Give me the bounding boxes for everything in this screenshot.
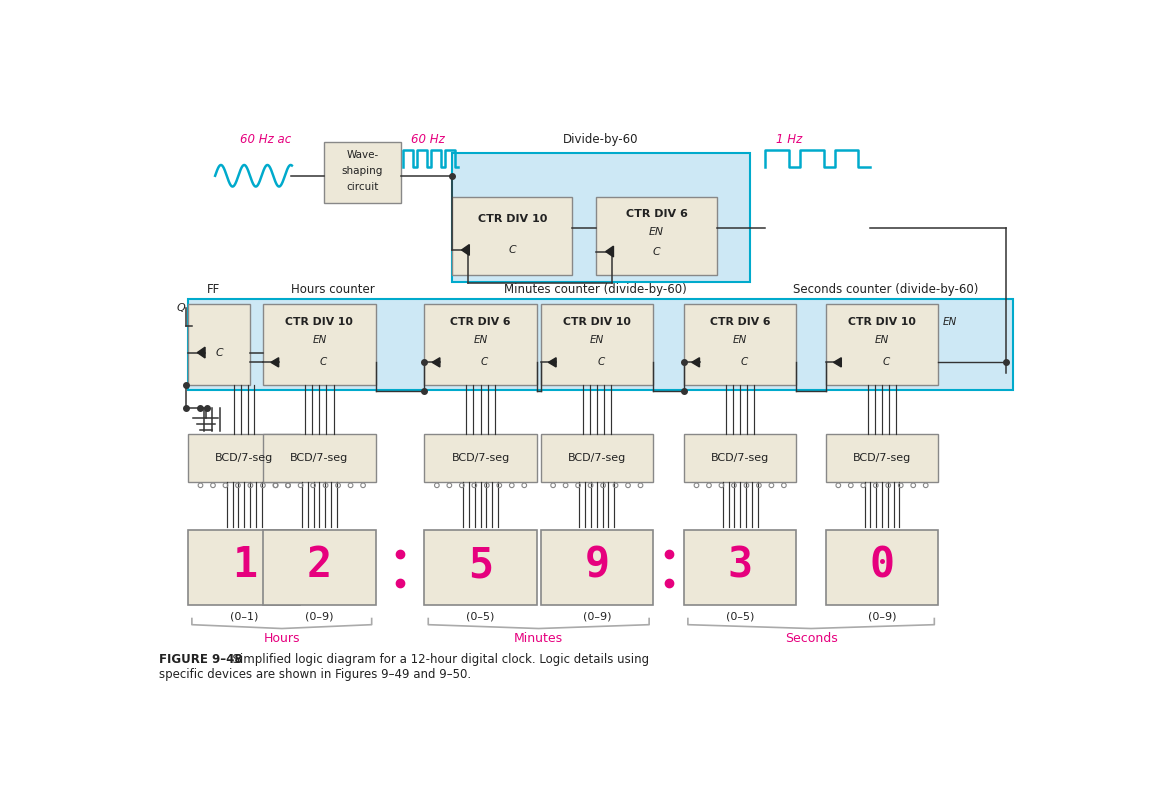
- Bar: [684, 434, 797, 483]
- Text: EN: EN: [875, 335, 890, 346]
- Polygon shape: [692, 358, 699, 367]
- Text: C: C: [320, 358, 327, 367]
- Bar: [263, 304, 376, 385]
- Bar: [188, 434, 300, 483]
- Text: CTR DIV 10: CTR DIV 10: [563, 316, 630, 327]
- Text: C: C: [215, 347, 223, 358]
- Bar: [826, 530, 939, 605]
- Text: EN: EN: [733, 335, 748, 346]
- Text: CTR DIV 10: CTR DIV 10: [848, 316, 916, 327]
- Text: Seconds counter (divide-by-60): Seconds counter (divide-by-60): [793, 283, 978, 297]
- Text: 0: 0: [870, 544, 894, 586]
- Polygon shape: [549, 358, 556, 367]
- Text: FIGURE 9–48: FIGURE 9–48: [159, 653, 243, 666]
- Text: CTR DIV 6: CTR DIV 6: [709, 316, 770, 327]
- Bar: [188, 304, 250, 385]
- Polygon shape: [462, 244, 470, 255]
- Text: EN: EN: [312, 335, 327, 346]
- Text: BCD/7-seg: BCD/7-seg: [451, 453, 509, 464]
- Text: EN: EN: [943, 316, 957, 327]
- Text: FF: FF: [207, 283, 220, 297]
- Text: 1 Hz: 1 Hz: [776, 133, 801, 146]
- Text: Hours: Hours: [264, 632, 300, 645]
- Bar: [451, 153, 750, 282]
- Text: BCD/7-seg: BCD/7-seg: [568, 453, 626, 464]
- Polygon shape: [834, 358, 841, 367]
- Text: 9: 9: [584, 544, 609, 586]
- Text: EN: EN: [473, 335, 487, 346]
- Text: Divide-by-60: Divide-by-60: [563, 133, 638, 146]
- Bar: [424, 530, 537, 605]
- Text: Q: Q: [177, 303, 186, 313]
- Text: C: C: [508, 245, 516, 255]
- Text: specific devices are shown in Figures 9–49 and 9–50.: specific devices are shown in Figures 9–…: [159, 668, 471, 681]
- Text: BCD/7-seg: BCD/7-seg: [291, 453, 349, 464]
- Bar: [684, 304, 797, 385]
- Text: EN: EN: [649, 227, 664, 237]
- Text: C: C: [597, 358, 605, 367]
- Text: circuit: circuit: [347, 183, 379, 192]
- Bar: [541, 304, 652, 385]
- Text: CTR DIV 6: CTR DIV 6: [626, 209, 687, 219]
- Text: 60 Hz: 60 Hz: [412, 133, 445, 146]
- Text: 60 Hz ac: 60 Hz ac: [240, 133, 291, 146]
- Bar: [424, 304, 537, 385]
- Text: Simplified logic diagram for a 12-hour digital clock. Logic details using: Simplified logic diagram for a 12-hour d…: [226, 653, 649, 666]
- Text: C: C: [652, 247, 661, 256]
- Text: Minutes: Minutes: [514, 632, 563, 645]
- Text: BCD/7-seg: BCD/7-seg: [711, 453, 769, 464]
- Bar: [323, 142, 401, 203]
- Text: CTR DIV 10: CTR DIV 10: [285, 316, 354, 327]
- Bar: [826, 304, 939, 385]
- Bar: [826, 434, 939, 483]
- Bar: [597, 196, 716, 275]
- Bar: [424, 434, 537, 483]
- Text: EN: EN: [590, 335, 604, 346]
- Text: (0–5): (0–5): [726, 612, 755, 622]
- Text: shaping: shaping: [342, 166, 383, 176]
- Text: (0–9): (0–9): [305, 612, 334, 622]
- Bar: [188, 299, 1013, 390]
- Bar: [188, 530, 300, 605]
- Bar: [263, 530, 376, 605]
- Text: (0–1): (0–1): [230, 612, 258, 622]
- Text: CTR DIV 10: CTR DIV 10: [478, 214, 547, 224]
- Text: 1: 1: [231, 544, 257, 586]
- Text: 5: 5: [468, 544, 493, 586]
- Text: BCD/7-seg: BCD/7-seg: [215, 453, 273, 464]
- Text: Seconds: Seconds: [785, 632, 837, 645]
- Text: (0–9): (0–9): [868, 612, 897, 622]
- Text: Hours counter: Hours counter: [291, 283, 374, 297]
- Text: Minutes counter (divide-by-60): Minutes counter (divide-by-60): [504, 283, 686, 297]
- Text: Wave-: Wave-: [347, 150, 378, 161]
- Text: C: C: [741, 358, 748, 367]
- Polygon shape: [271, 358, 279, 367]
- Text: BCD/7-seg: BCD/7-seg: [852, 453, 911, 464]
- Bar: [541, 434, 652, 483]
- Bar: [684, 530, 797, 605]
- Polygon shape: [606, 246, 613, 257]
- Text: 2: 2: [307, 544, 331, 586]
- Text: C: C: [883, 358, 890, 367]
- Bar: [263, 434, 376, 483]
- Polygon shape: [433, 358, 440, 367]
- Text: 3: 3: [728, 544, 752, 586]
- Bar: [452, 196, 572, 275]
- Polygon shape: [198, 347, 205, 358]
- Bar: [541, 530, 652, 605]
- Text: C: C: [480, 358, 488, 367]
- Text: CTR DIV 6: CTR DIV 6: [450, 316, 511, 327]
- Text: (0–9): (0–9): [583, 612, 611, 622]
- Text: (0–5): (0–5): [466, 612, 494, 622]
